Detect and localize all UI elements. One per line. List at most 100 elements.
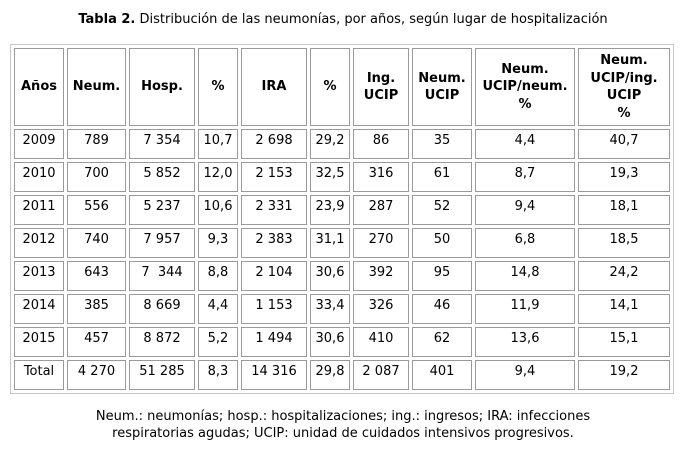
table-cell: 19,3	[578, 162, 670, 193]
table-cell: 2009	[14, 129, 64, 160]
table-cell: 2 383	[241, 228, 307, 259]
table-cell: 9,4	[475, 195, 575, 226]
table-cell: 1 494	[241, 327, 307, 358]
table-cell: 52	[412, 195, 472, 226]
table-cell: 31,1	[310, 228, 350, 259]
table-cell: 30,6	[310, 327, 350, 358]
column-header: Neum. UCIP/neum. %	[475, 48, 575, 127]
table-cell: 8,3	[198, 360, 238, 391]
column-header: %	[198, 48, 238, 127]
table-cell: 18,1	[578, 195, 670, 226]
data-table: Años Neum. Hosp.% IRA% Ing. UCIP Neum. UCIP Ne…	[10, 44, 674, 395]
table-cell: 4 270	[67, 360, 126, 391]
table-cell: 8,8	[198, 261, 238, 292]
table-cell: 5 237	[129, 195, 195, 226]
table-cell: 32,5	[310, 162, 350, 193]
table-cell: 316	[353, 162, 409, 193]
table-row: 2009 789 7 354 10,7 2 698 29,2 86 35 4,4 40,7	[14, 129, 670, 160]
table-cell: 2 698	[241, 129, 307, 160]
column-header: Ing. UCIP	[353, 48, 409, 127]
table-cell: 410	[353, 327, 409, 358]
column-header: Neum. UCIP/ing. UCIP %	[578, 48, 670, 127]
table-cell: 385	[67, 294, 126, 325]
table-cell: 40,7	[578, 129, 670, 160]
table-cell: 51 285	[129, 360, 195, 391]
table-cell: 8 669	[129, 294, 195, 325]
table-cell: 2013	[14, 261, 64, 292]
column-header: Hosp.	[129, 48, 195, 127]
column-header: Años	[14, 48, 64, 127]
table-cell: 46	[412, 294, 472, 325]
table-cell: 19,2	[578, 360, 670, 391]
column-header: Neum.	[67, 48, 126, 127]
table-cell: 2011	[14, 195, 64, 226]
table-cell: 2010	[14, 162, 64, 193]
table-cell: 12,0	[198, 162, 238, 193]
table-row: 2010 700 5 852 12,0 2 153 32,5 316 61 8,7 19,3	[14, 162, 670, 193]
column-header: IRA	[241, 48, 307, 127]
table-title-text: Distribución de las neumonías, por años,…	[139, 12, 608, 27]
table-cell: 643	[67, 261, 126, 292]
table-cell: 2 087	[353, 360, 409, 391]
table-cell: 24,2	[578, 261, 670, 292]
table-cell: 10,7	[198, 129, 238, 160]
table-cell: Total	[14, 360, 64, 391]
table-cell: 5,2	[198, 327, 238, 358]
table-cell: 2 153	[241, 162, 307, 193]
table-header-row: Años Neum. Hosp.% IRA% Ing. UCIP Neum. UCIP Ne…	[14, 48, 670, 127]
table-cell: 287	[353, 195, 409, 226]
table-cell: 9,4	[475, 360, 575, 391]
table-cell: 2 104	[241, 261, 307, 292]
table-cell: 789	[67, 129, 126, 160]
table-cell: 35	[412, 129, 472, 160]
table-title-label: Tabla 2.	[78, 12, 136, 27]
table-row: 2013 643 7 344 8,8 2 104 30,6 392 95 14,8 24,2	[14, 261, 670, 292]
table-cell: 14,1	[578, 294, 670, 325]
column-header: Neum. UCIP	[412, 48, 472, 127]
table-cell: 61	[412, 162, 472, 193]
table-cell: 8,7	[475, 162, 575, 193]
table-cell: 29,8	[310, 360, 350, 391]
table-cell: 6,8	[475, 228, 575, 259]
table-cell: 95	[412, 261, 472, 292]
table-cell: 23,9	[310, 195, 350, 226]
table-cell: 7 344	[129, 261, 195, 292]
table-cell: 29,2	[310, 129, 350, 160]
column-header: %	[310, 48, 350, 127]
table-row: 2011 556 5 237 10,6 2 331 23,9 287 52 9,4 18,1	[14, 195, 670, 226]
table-row: 2015 457 8 872 5,2 1 494 30,6 410 62 13,6 15,1	[14, 327, 670, 358]
table-row: 2012 740 7 957 9,3 2 383 31,1 270 50 6,8 18,5	[14, 228, 670, 259]
table-cell: 4,4	[475, 129, 575, 160]
table-cell: 700	[67, 162, 126, 193]
table-cell: 5 852	[129, 162, 195, 193]
table-row: 2014 385 8 669 4,4 1 153 33,4 326 46 11,9 14,1	[14, 294, 670, 325]
table-cell: 2014	[14, 294, 64, 325]
table-row: Total 4 270 51 285 8,3 14 316 29,8 2 087 401 9,4…	[14, 360, 670, 391]
table-cell: 10,6	[198, 195, 238, 226]
table-cell: 9,3	[198, 228, 238, 259]
table-cell: 15,1	[578, 327, 670, 358]
table-cell: 50	[412, 228, 472, 259]
table-cell: 14 316	[241, 360, 307, 391]
table-cell: 1 153	[241, 294, 307, 325]
table-cell: 326	[353, 294, 409, 325]
table-cell: 457	[67, 327, 126, 358]
footnote: Neum.: neumonías; hosp.: hospitalizacion…	[95, 409, 591, 442]
table-cell: 86	[353, 129, 409, 160]
table-cell: 14,8	[475, 261, 575, 292]
table-title: Tabla 2. Distribución de las neumonías, …	[0, 12, 686, 28]
table-cell: 62	[412, 327, 472, 358]
table-cell: 2015	[14, 327, 64, 358]
table-cell: 4,4	[198, 294, 238, 325]
table-cell: 740	[67, 228, 126, 259]
table-cell: 2 331	[241, 195, 307, 226]
table-cell: 2012	[14, 228, 64, 259]
table-cell: 270	[353, 228, 409, 259]
table-cell: 8 872	[129, 327, 195, 358]
table-cell: 33,4	[310, 294, 350, 325]
table-cell: 18,5	[578, 228, 670, 259]
table-cell: 392	[353, 261, 409, 292]
table-cell: 11,9	[475, 294, 575, 325]
table-cell: 7 354	[129, 129, 195, 160]
